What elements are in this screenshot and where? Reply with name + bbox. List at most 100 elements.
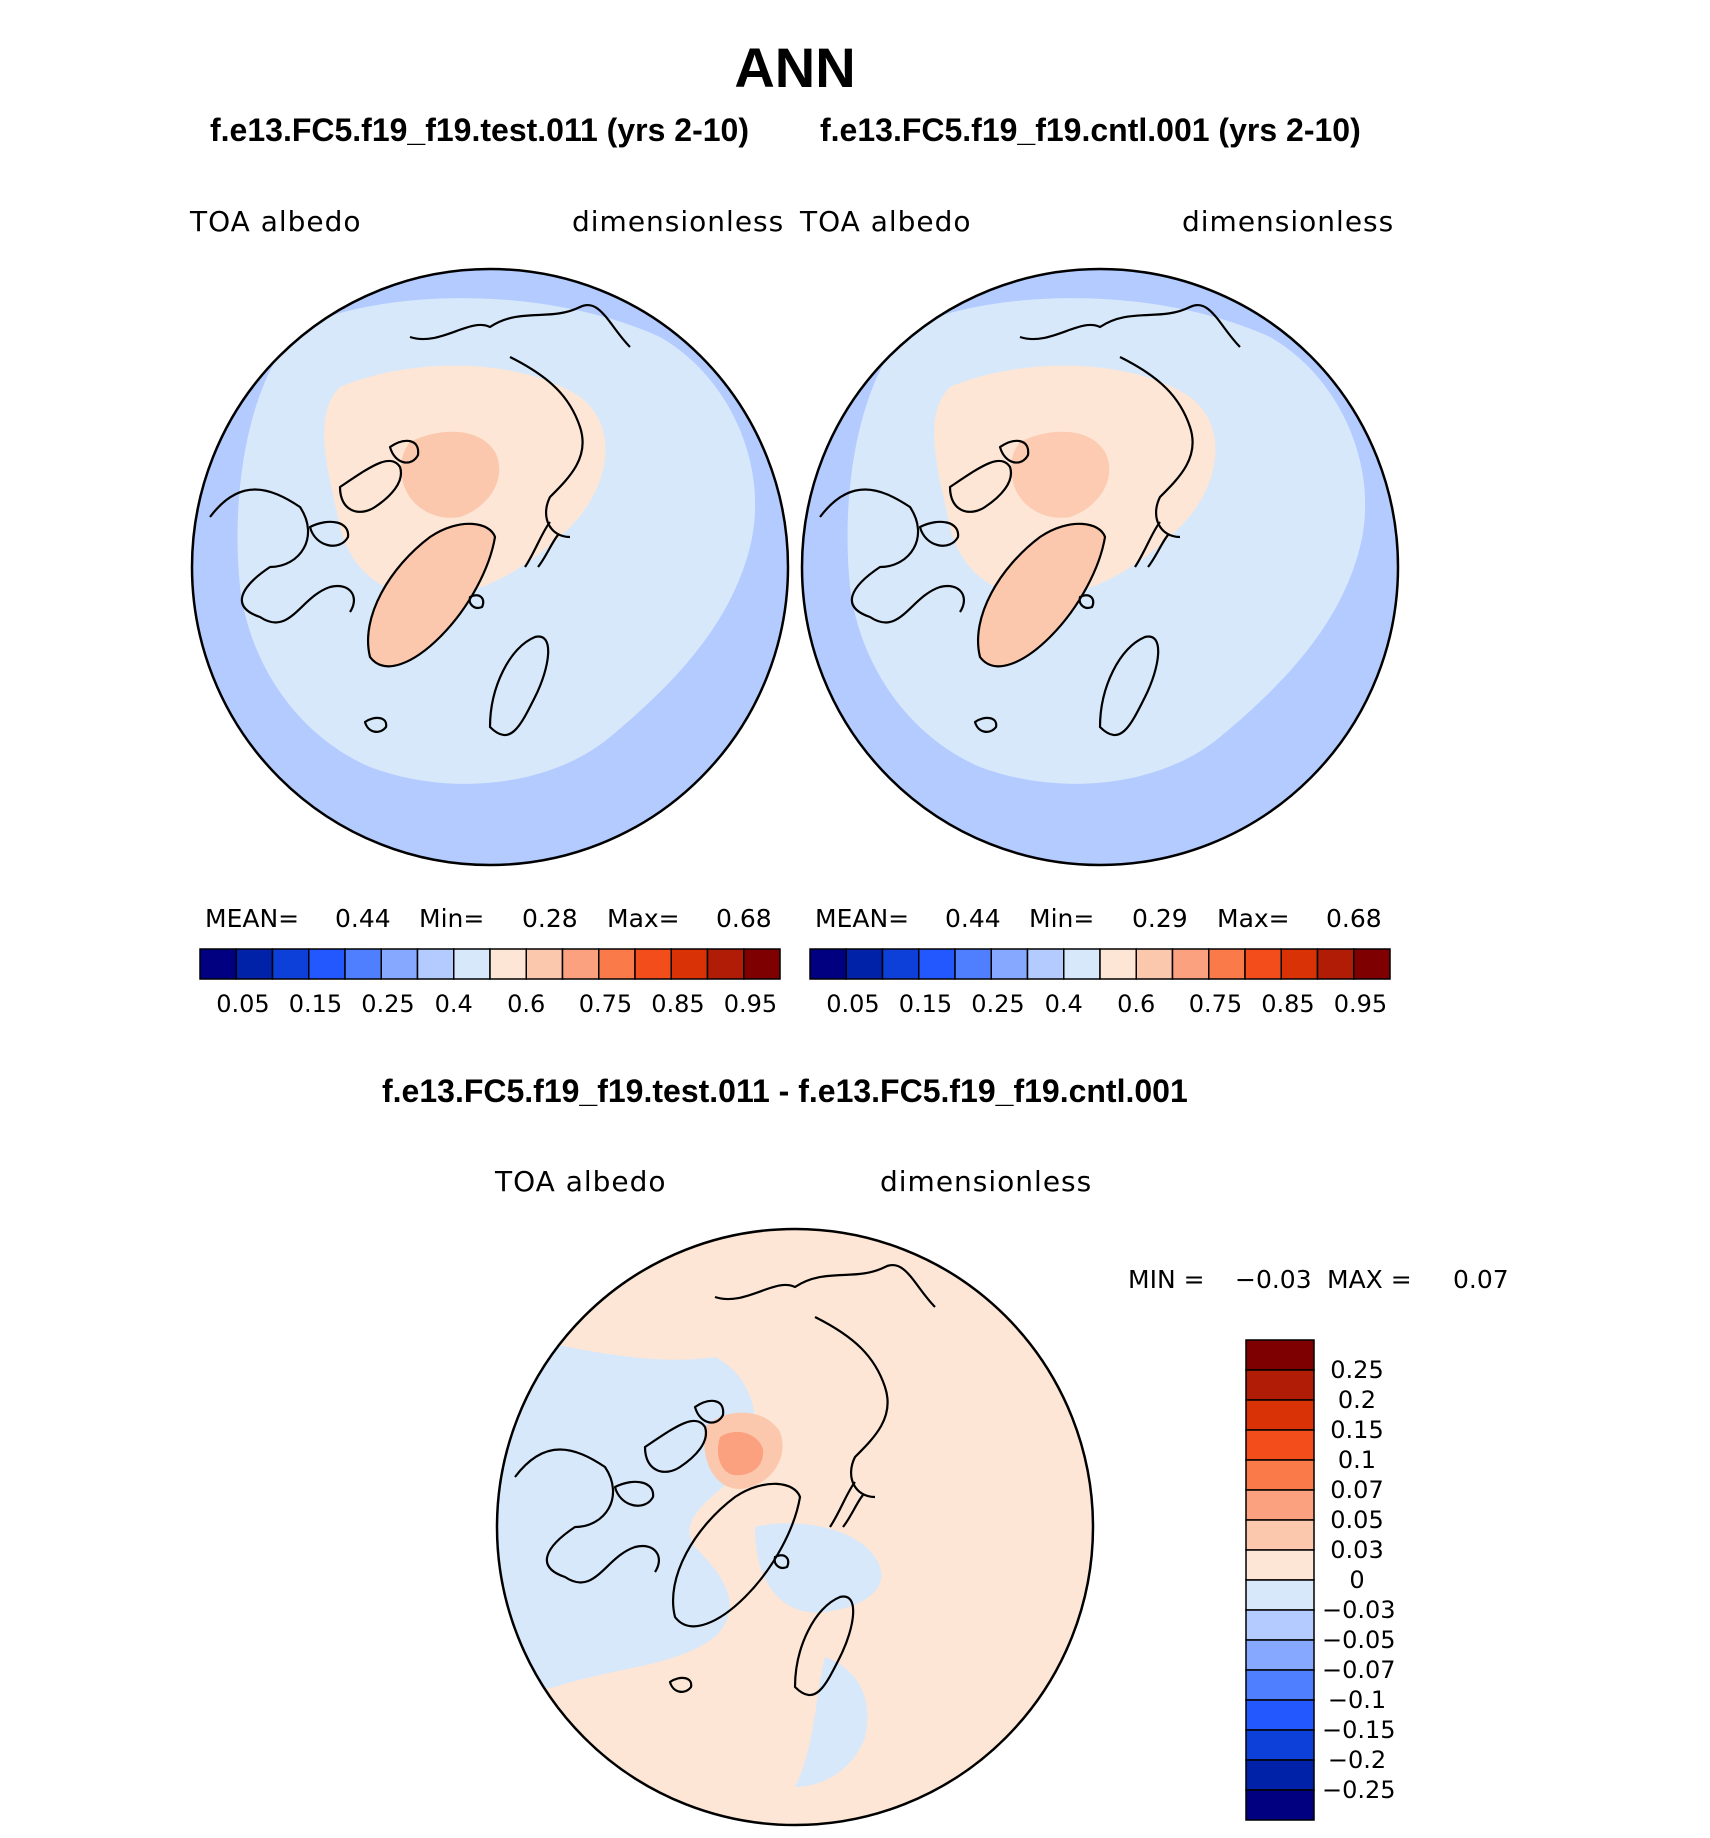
diff-min-value: −0.03 xyxy=(1235,1265,1312,1294)
colorbar-tick-label: 0.85 xyxy=(1261,990,1315,1018)
colorbar-tick-label: 0.15 xyxy=(1330,1416,1384,1444)
diff-max-label: MAX = xyxy=(1327,1265,1412,1294)
colorbar-tick-label: 0.95 xyxy=(1333,990,1388,1018)
colorbar-swatch xyxy=(1245,1549,1315,1581)
colorbar-tick-label: 0.4 xyxy=(434,990,473,1018)
test-mean-value: 0.44 xyxy=(335,904,391,933)
colorbar-swatch xyxy=(845,948,884,980)
cntl-mean-label: MEAN= xyxy=(815,904,910,933)
test-variable-label: TOA albedo xyxy=(190,205,362,238)
diff-units-label: dimensionless xyxy=(880,1165,1093,1198)
colorbar-swatch xyxy=(1245,1669,1315,1701)
test-colorbar xyxy=(199,948,781,980)
colorbar-swatch xyxy=(1245,1459,1315,1491)
colorbar-swatch xyxy=(1245,1519,1315,1551)
test-units-label: dimensionless xyxy=(572,205,785,238)
diff-colorbar xyxy=(1245,1339,1315,1821)
colorbar-tick-label: 0.15 xyxy=(288,990,343,1018)
colorbar-swatch xyxy=(598,948,636,980)
colorbar-swatch xyxy=(525,948,564,980)
cntl-case-title: f.e13.FC5.f19_f19.cntl.001 (yrs 2-10) xyxy=(820,112,1361,148)
colorbar-swatch xyxy=(489,948,527,980)
colorbar-tick-label: 0.05 xyxy=(216,990,270,1018)
diff-case-title: f.e13.FC5.f19_f19.test.011 - f.e13.FC5.f… xyxy=(382,1073,1188,1109)
colorbar-swatch xyxy=(743,948,781,980)
season-title: ANN xyxy=(734,36,856,99)
colorbar-swatch xyxy=(453,948,491,980)
colorbar-tick-label: 0.03 xyxy=(1330,1536,1384,1564)
colorbar-tick-label: 0.95 xyxy=(723,990,778,1018)
colorbar-tick-label: 0.25 xyxy=(361,990,415,1018)
colorbar-swatch xyxy=(380,948,419,980)
colorbar-tick-label: 0.25 xyxy=(1330,1356,1384,1384)
colorbar-swatch xyxy=(1245,1429,1315,1461)
colorbar-swatch xyxy=(416,948,455,980)
colorbar-swatch xyxy=(271,948,310,980)
colorbar-swatch xyxy=(1353,948,1391,980)
cntl-colorbar xyxy=(809,948,1391,980)
colorbar-tick-label: −0.2 xyxy=(1327,1746,1387,1774)
colorbar-swatch xyxy=(1245,1759,1315,1791)
colorbar-swatch xyxy=(634,948,672,980)
colorbar-tick-label: 0 xyxy=(1349,1566,1365,1594)
colorbar-swatch xyxy=(308,948,346,980)
colorbar-tick-label: 0.05 xyxy=(1330,1506,1384,1534)
colorbar-tick-label: 0.05 xyxy=(826,990,880,1018)
cntl-max-label: Max= xyxy=(1217,904,1290,933)
colorbar-swatch xyxy=(1280,948,1319,980)
test-max-value: 0.68 xyxy=(716,904,772,933)
colorbar-tick-label: 0.75 xyxy=(1188,990,1243,1018)
diff-colorbar-ticks: 0.25 0.2 0.15 0.1 0.07 0.05 0.03 0 −0.03 −0.05 −0.… xyxy=(1322,1340,1452,1820)
colorbar-swatch xyxy=(1245,1639,1315,1671)
diff-max-value: 0.07 xyxy=(1453,1265,1509,1294)
colorbar-tick-label: 0.15 xyxy=(898,990,953,1018)
diff-min-label: MIN = xyxy=(1128,1265,1205,1294)
cntl-polar-map xyxy=(800,267,1400,867)
colorbar-swatch xyxy=(1245,1609,1315,1641)
test-colorbar-ticks: 0.05 0.15 0.25 0.4 0.6 0.75 0.85 0.95 xyxy=(200,990,780,1020)
colorbar-tick-label: 0.85 xyxy=(651,990,705,1018)
cntl-min-value: 0.29 xyxy=(1132,904,1188,933)
colorbar-swatch xyxy=(809,948,847,980)
colorbar-swatch xyxy=(1245,1489,1315,1521)
colorbar-swatch xyxy=(199,948,237,980)
colorbar-swatch xyxy=(706,948,745,980)
colorbar-tick-label: −0.03 xyxy=(1322,1596,1396,1624)
colorbar-swatch xyxy=(670,948,709,980)
colorbar-swatch xyxy=(1245,1369,1315,1401)
colorbar-swatch xyxy=(1063,948,1101,980)
colorbar-tick-label: 0.4 xyxy=(1044,990,1083,1018)
colorbar-tick-label: 0.75 xyxy=(578,990,633,1018)
colorbar-swatch xyxy=(1245,1729,1315,1761)
test-polar-map xyxy=(190,267,790,867)
colorbar-swatch xyxy=(918,948,956,980)
cntl-colorbar-ticks: 0.05 0.15 0.25 0.4 0.6 0.75 0.85 0.95 xyxy=(810,990,1390,1020)
colorbar-swatch xyxy=(1026,948,1065,980)
colorbar-tick-label: −0.1 xyxy=(1327,1686,1387,1714)
colorbar-tick-label: −0.25 xyxy=(1322,1776,1396,1804)
colorbar-swatch xyxy=(954,948,992,980)
diff-polar-map xyxy=(495,1227,1095,1827)
colorbar-tick-label: −0.07 xyxy=(1322,1656,1396,1684)
colorbar-swatch xyxy=(235,948,274,980)
diff-variable-label: TOA albedo xyxy=(495,1165,667,1198)
colorbar-tick-label: 0.6 xyxy=(1117,990,1156,1018)
colorbar-tick-label: −0.05 xyxy=(1322,1626,1396,1654)
colorbar-swatch xyxy=(1099,948,1137,980)
colorbar-swatch xyxy=(1171,948,1210,980)
colorbar-swatch xyxy=(1245,1699,1315,1731)
colorbar-tick-label: 0.1 xyxy=(1337,1446,1377,1474)
colorbar-swatch xyxy=(881,948,920,980)
colorbar-swatch xyxy=(1244,948,1282,980)
cntl-units-label: dimensionless xyxy=(1182,205,1395,238)
colorbar-swatch xyxy=(1245,1789,1315,1821)
test-max-label: Max= xyxy=(607,904,680,933)
test-min-label: Min= xyxy=(419,904,485,933)
colorbar-swatch xyxy=(344,948,382,980)
test-case-title: f.e13.FC5.f19_f19.test.011 (yrs 2-10) xyxy=(210,112,749,148)
colorbar-swatch xyxy=(1245,1579,1315,1611)
colorbar-tick-label: 0.25 xyxy=(971,990,1025,1018)
test-min-value: 0.28 xyxy=(522,904,578,933)
colorbar-swatch xyxy=(1245,1339,1315,1371)
colorbar-swatch xyxy=(561,948,600,980)
